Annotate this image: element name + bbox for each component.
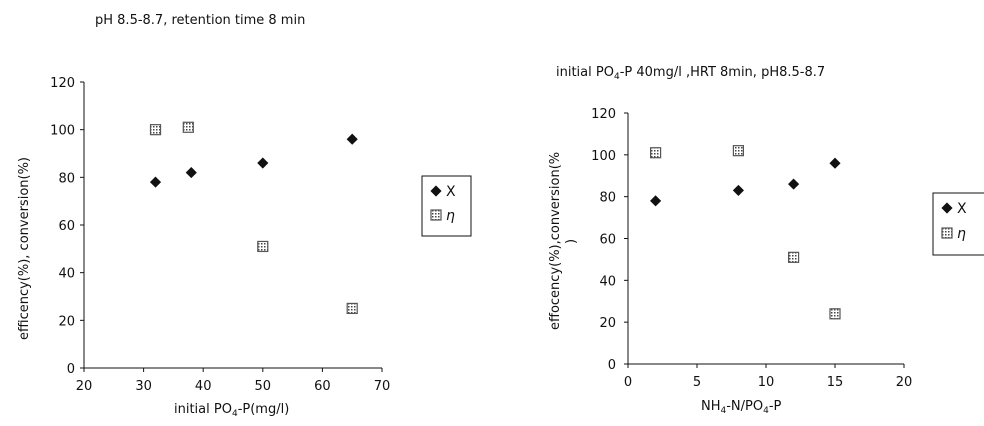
left-legend-label-eta: η <box>446 208 455 224</box>
right-x-tick-label: 10 <box>758 375 775 390</box>
right-plot-area <box>627 113 904 365</box>
left-series-eta-point <box>346 302 358 315</box>
left-series-eta-point <box>257 240 269 253</box>
left-y-tick-label: 40 <box>58 267 75 282</box>
right-y-tick-label: 60 <box>599 233 616 248</box>
left-x-tick-label: 70 <box>374 379 391 394</box>
right-series-eta-point <box>649 147 662 159</box>
left-x-tick-label: 40 <box>195 379 212 394</box>
left-legend-label-x: X <box>446 184 456 200</box>
right-y-tick-label: 100 <box>591 149 616 164</box>
right-legend-swatch-x <box>941 202 953 214</box>
right-chart: initial PO4-P 40mg/l ,HRT 8min, pH8.5-8.… <box>548 65 984 416</box>
left-x-tick-label: 20 <box>76 379 93 394</box>
left-series-x-point <box>257 157 269 169</box>
left-series-eta-point <box>182 121 194 133</box>
right-series-x-point <box>650 195 662 207</box>
left-x-tick-label: 30 <box>135 379 152 394</box>
right-x-tick-label: 0 <box>624 375 632 390</box>
right-legend: Xη <box>932 192 984 256</box>
right-x-tick-label: 5 <box>693 375 701 390</box>
right-series-x-point <box>829 157 841 169</box>
left-series-x-point <box>185 167 197 179</box>
left-chart-title: pH 8.5-8.7, retention time 8 min <box>95 13 305 28</box>
right-marks <box>649 145 841 320</box>
right-y-tick-label: 120 <box>591 107 616 122</box>
right-y-tick-label: 80 <box>599 191 616 206</box>
left-x-tick-label: 60 <box>314 379 331 394</box>
left-y-tick-label: 120 <box>50 76 75 91</box>
right-y-tick-label: 20 <box>599 316 616 331</box>
left-legend: Xη <box>421 175 472 237</box>
right-x-tick-label: 20 <box>896 375 913 390</box>
left-y-tick-label: 60 <box>58 219 75 234</box>
right-series-x-point <box>732 184 744 196</box>
left-y-tick-label: 20 <box>58 314 75 329</box>
right-series-eta-point <box>829 308 841 320</box>
right-ticks: 0 20 40 60 80 100 120 0 5 10 15 20 <box>591 107 912 390</box>
right-legend-box <box>932 192 984 256</box>
left-y-tick-label: 80 <box>58 171 75 186</box>
right-y-tick-label: 0 <box>608 358 616 373</box>
left-chart: pH 8.5-8.7, retention time 8 min 0204060… <box>17 13 472 419</box>
right-chart-title: initial PO4-P 40mg/l ,HRT 8min, pH8.5-8.… <box>556 65 825 82</box>
right-legend-label-eta: η <box>957 226 966 242</box>
right-y-axis-label-wrap: ) <box>564 239 579 244</box>
left-series-x-point <box>149 176 162 188</box>
left-series-eta-point <box>149 124 162 136</box>
right-series-eta-point <box>732 145 745 157</box>
right-legend-swatch-eta <box>941 227 953 239</box>
right-y-axis-label: effocency(%),conversion(% <box>548 152 563 330</box>
right-x-tick-label: 15 <box>827 375 844 390</box>
left-legend-box <box>421 175 472 237</box>
left-legend-swatch-eta <box>430 209 442 221</box>
right-x-axis-label: NH4-N/PO4-P <box>701 399 782 416</box>
left-x-tick-label: 50 <box>255 379 272 394</box>
right-legend-label-x: X <box>957 201 967 217</box>
right-series-x-point <box>788 178 800 190</box>
left-y-axis-label: efficency(%), conversion(%) <box>17 157 32 340</box>
right-series-eta-point <box>787 251 800 263</box>
left-marks <box>149 121 358 315</box>
right-y-tick-label: 40 <box>599 274 616 289</box>
left-plot-area <box>83 82 382 369</box>
left-x-axis-label: initial PO4-P(mg/l) <box>174 402 289 419</box>
left-y-tick-label: 100 <box>50 124 75 139</box>
left-series-x-point <box>346 133 358 145</box>
left-y-tick-label: 0 <box>67 362 75 377</box>
left-legend-swatch-x <box>430 185 442 197</box>
